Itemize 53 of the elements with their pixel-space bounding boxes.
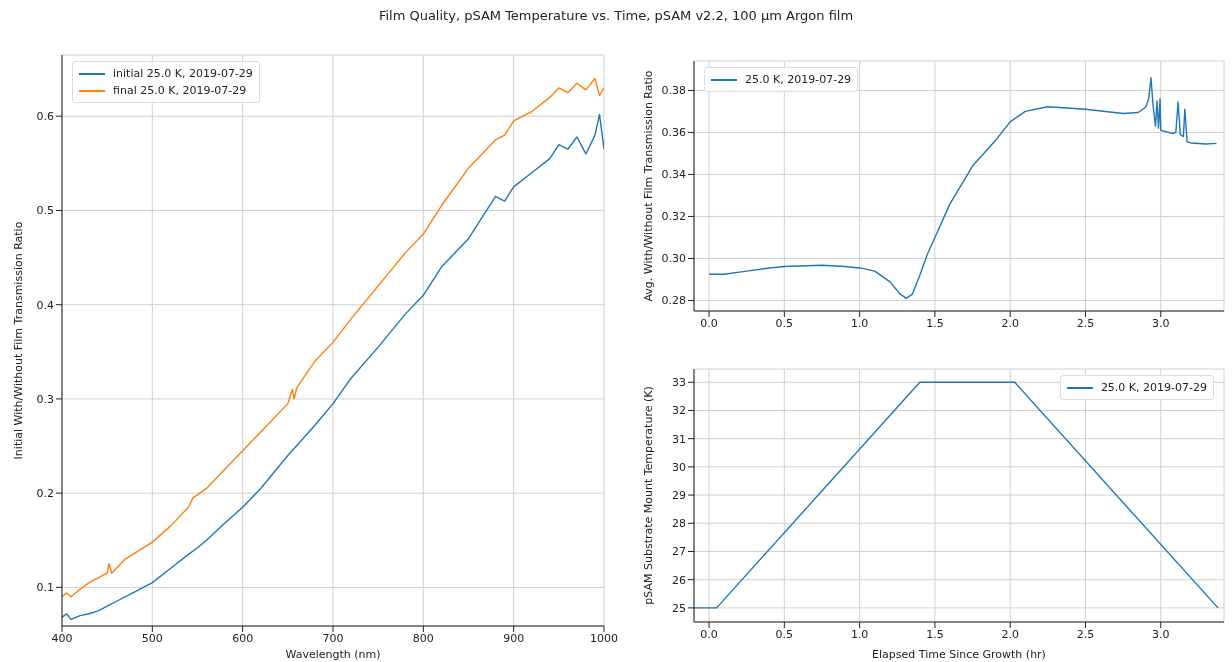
y-tick-label: 28 xyxy=(672,517,686,531)
y-tick-label: 0.36 xyxy=(661,126,686,140)
y-axis-title: Avg. With/Without Film Transmission Ratio xyxy=(641,70,655,302)
y-tick-label: 32 xyxy=(672,404,686,418)
y-tick-label: 33 xyxy=(672,376,686,390)
x-tick-label: 1.5 xyxy=(926,316,944,330)
y-tick-label: 25 xyxy=(672,601,686,615)
y-tick-label: 31 xyxy=(672,432,686,446)
y-tick-label: 26 xyxy=(672,573,686,587)
y-tick-label: 0.32 xyxy=(661,210,686,224)
legend-label: initial 25.0 K, 2019-07-29 xyxy=(113,66,253,82)
x-tick-label: 2.0 xyxy=(1001,316,1019,330)
legend-label: 25.0 K, 2019-07-29 xyxy=(745,72,852,88)
y-tick-label: 0.28 xyxy=(661,294,686,308)
x-tick-label: 1.0 xyxy=(850,627,869,641)
x-tick-label: 1.0 xyxy=(850,316,869,330)
x-tick-label: 400 xyxy=(51,631,73,645)
y-tick-label: 29 xyxy=(672,488,686,502)
x-tick-label: 600 xyxy=(232,631,254,645)
y-axis-title: pSAM Substrate Mount Temperature (K) xyxy=(641,386,655,605)
x-tick-label: 1.5 xyxy=(926,627,944,641)
y-tick-label: 0.6 xyxy=(36,110,54,124)
x-tick-label: 2.5 xyxy=(1076,627,1095,641)
legend-label: final 25.0 K, 2019-07-29 xyxy=(113,83,247,99)
y-tick-label: 0.38 xyxy=(661,84,686,98)
x-tick-label: 900 xyxy=(503,631,525,645)
x-tick-label: 3.0 xyxy=(1152,316,1170,330)
x-tick-label: 800 xyxy=(412,631,434,645)
x-tick-label: 0.0 xyxy=(700,627,718,641)
chart-title: Film Quality, pSAM Temperature vs. Time, pSAM v2.2, 100 μm Argon film xyxy=(377,8,855,23)
x-tick-label: 0.0 xyxy=(700,316,718,330)
y-tick-label: 0.4 xyxy=(36,298,54,312)
y-tick-label: 0.34 xyxy=(661,168,686,182)
x-tick-label: 0.5 xyxy=(775,627,794,641)
y-tick-label: 0.5 xyxy=(36,204,54,218)
x-tick-label: 2.5 xyxy=(1076,316,1095,330)
x-tick-label: 700 xyxy=(322,631,344,645)
y-tick-label: 0.1 xyxy=(36,581,54,595)
y-tick-label: 0.2 xyxy=(36,487,54,501)
y-axis-title: Initial With/Without Film Transmission Ratio xyxy=(11,221,25,460)
x-axis-title: Elapsed Time Since Growth (hr) xyxy=(872,648,1046,661)
y-tick-label: 30 xyxy=(672,460,686,474)
legend-label: 25.0 K, 2019-07-29 xyxy=(1100,380,1207,396)
x-tick-label: 3.0 xyxy=(1152,627,1170,641)
x-tick-label: 0.5 xyxy=(775,316,794,330)
x-tick-label: 1000 xyxy=(590,631,618,645)
x-axis-title: Wavelength (nm) xyxy=(285,648,381,661)
x-tick-label: 2.0 xyxy=(1001,627,1019,641)
y-tick-label: 0.30 xyxy=(661,252,686,266)
line-series xyxy=(708,77,1218,300)
y-tick-label: 0.3 xyxy=(36,392,54,406)
x-tick-label: 500 xyxy=(141,631,163,645)
y-tick-label: 27 xyxy=(672,545,686,559)
